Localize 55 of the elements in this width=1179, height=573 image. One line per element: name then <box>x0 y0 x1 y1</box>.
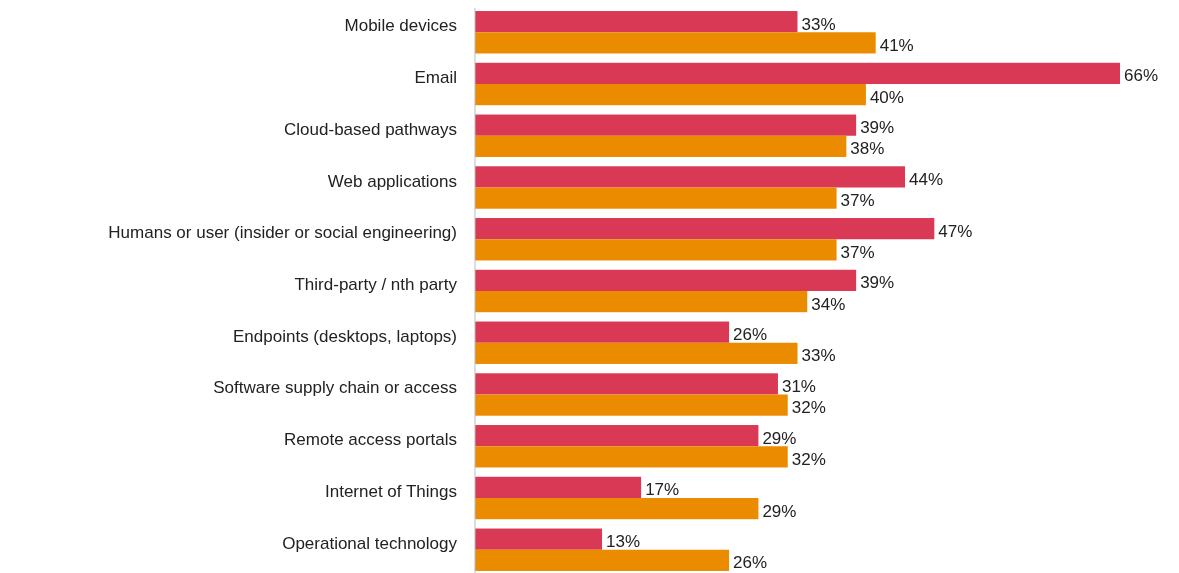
bar <box>475 166 905 188</box>
bar <box>475 373 778 395</box>
data-label: 41% <box>879 35 914 55</box>
y-tick-label: Mobile devices <box>344 16 457 36</box>
y-tick-label: Cloud-based pathways <box>284 119 457 139</box>
data-label: 32% <box>791 398 826 418</box>
bar <box>475 135 847 157</box>
bar <box>475 84 866 106</box>
bar <box>475 394 788 416</box>
bar <box>475 476 642 498</box>
bar <box>475 291 808 313</box>
bar <box>475 342 798 364</box>
data-label: 17% <box>645 480 680 500</box>
y-tick-label: Software supply chain or access <box>213 378 457 398</box>
data-label: 37% <box>840 191 875 211</box>
y-tick-label: Internet of Things <box>325 482 457 501</box>
bar <box>475 425 759 447</box>
data-label: 39% <box>860 273 895 293</box>
y-tick-label: Humans or user (insider or social engineering) <box>108 223 457 243</box>
y-tick-label: Operational technology <box>282 533 458 553</box>
data-label: 26% <box>733 553 768 573</box>
data-label: 38% <box>850 139 885 159</box>
bar <box>475 11 798 33</box>
bar <box>475 498 759 520</box>
bar <box>475 62 1120 84</box>
data-label: 66% <box>1124 66 1159 86</box>
y-tick-label: Remote access portals <box>284 430 457 450</box>
bar <box>475 528 603 550</box>
bar <box>475 218 935 240</box>
data-label: 13% <box>606 532 641 552</box>
data-label: 40% <box>869 87 904 107</box>
bar <box>475 446 788 468</box>
data-label: 29% <box>762 428 797 448</box>
data-label: 34% <box>811 294 846 314</box>
data-label: 29% <box>762 501 797 521</box>
data-label: 26% <box>733 325 768 345</box>
data-label: 33% <box>801 346 836 366</box>
y-tick-label: Endpoints (desktops, laptops) <box>233 326 457 346</box>
data-label: 44% <box>909 169 944 189</box>
data-label: 31% <box>781 376 816 396</box>
y-tick-label: Web applications <box>327 171 457 191</box>
bar <box>475 321 730 343</box>
data-label: 47% <box>938 221 973 241</box>
bar <box>475 239 837 261</box>
data-label: 39% <box>860 118 895 138</box>
bar <box>475 114 857 136</box>
bar <box>475 187 837 209</box>
data-label: 32% <box>791 449 826 469</box>
bar <box>475 32 876 54</box>
bar <box>475 269 857 291</box>
bar <box>475 549 730 571</box>
y-tick-label: Email <box>414 68 457 87</box>
y-tick-label: Third-party / nth party <box>294 275 458 294</box>
data-label: 37% <box>840 242 875 262</box>
data-label: 33% <box>801 14 836 34</box>
